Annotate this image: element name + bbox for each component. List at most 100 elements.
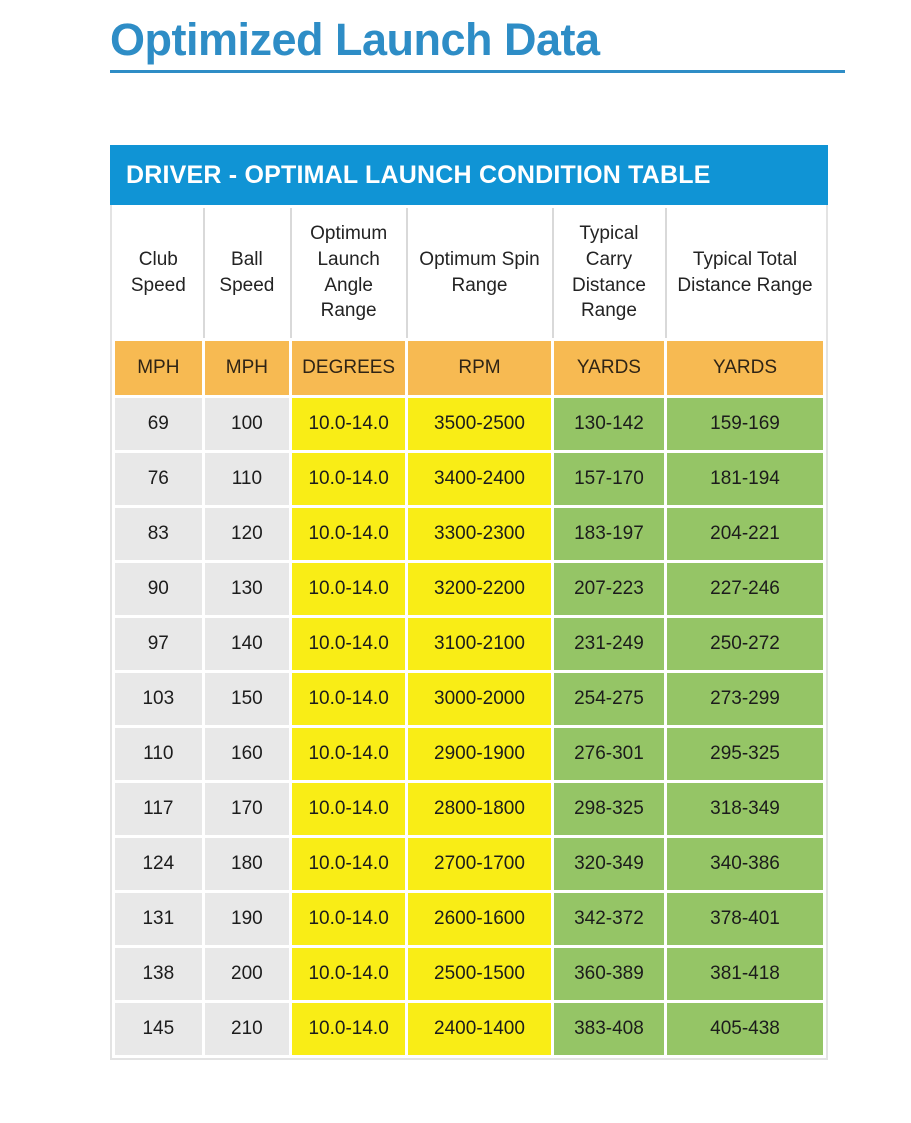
table-cell: 10.0-14.0 — [292, 1002, 406, 1055]
table-cell: 83 — [115, 507, 202, 560]
table-cell: 378-401 — [667, 892, 823, 945]
table-cell: 381-418 — [667, 947, 823, 1000]
table-body: 69 100 10.0-14.0 3500-2500 130-142 159-169 76 1… — [115, 397, 823, 1055]
column-header-club-speed: Club Speed — [115, 207, 202, 338]
table-row: 97 140 10.0-14.0 3100-2100 231-249 250-272 — [115, 617, 823, 670]
table-cell: 157-170 — [553, 452, 665, 505]
table-cell: 207-223 — [553, 562, 665, 615]
table-row: 76 110 10.0-14.0 3400-2400 157-170 181-194 — [115, 452, 823, 505]
table-cell: 204-221 — [667, 507, 823, 560]
table-cell: 2800-1800 — [408, 782, 551, 835]
table-cell: 3200-2200 — [408, 562, 551, 615]
column-header-total-distance: Typical Total Distance Range — [667, 207, 823, 338]
table-cell: 3300-2300 — [408, 507, 551, 560]
table-cell: 190 — [204, 892, 290, 945]
table-cell: 3000-2000 — [408, 672, 551, 725]
table-cell: 130 — [204, 562, 290, 615]
table-cell: 138 — [115, 947, 202, 1000]
table-row: 110 160 10.0-14.0 2900-1900 276-301 295-325 — [115, 727, 823, 780]
table-cell: 76 — [115, 452, 202, 505]
table-cell: 170 — [204, 782, 290, 835]
column-header-launch-angle: Optimum Launch Angle Range — [292, 207, 406, 338]
table-head: Club Speed Ball Speed Optimum Launch Ang… — [115, 207, 823, 395]
table-row: 69 100 10.0-14.0 3500-2500 130-142 159-169 — [115, 397, 823, 450]
table-cell: 340-386 — [667, 837, 823, 890]
column-header-ball-speed: Ball Speed — [204, 207, 290, 338]
table-cell: 10.0-14.0 — [292, 452, 406, 505]
table-cell: 10.0-14.0 — [292, 397, 406, 450]
table-cell: 360-389 — [553, 947, 665, 1000]
table-row: 103 150 10.0-14.0 3000-2000 254-275 273-299 — [115, 672, 823, 725]
unit-spin-range: RPM — [408, 340, 551, 395]
table-cell: 103 — [115, 672, 202, 725]
unit-row: MPH MPH DEGREES RPM YARDS YARDS — [115, 340, 823, 395]
table-row: 138 200 10.0-14.0 2500-1500 360-389 381-418 — [115, 947, 823, 1000]
table-cell: 254-275 — [553, 672, 665, 725]
table-cell: 2600-1600 — [408, 892, 551, 945]
table-cell: 10.0-14.0 — [292, 507, 406, 560]
table-cell: 117 — [115, 782, 202, 835]
table-cell: 2700-1700 — [408, 837, 551, 890]
table-cell: 2500-1500 — [408, 947, 551, 1000]
table-cell: 160 — [204, 727, 290, 780]
table-cell: 250-272 — [667, 617, 823, 670]
table-cell: 130-142 — [553, 397, 665, 450]
table-cell: 10.0-14.0 — [292, 617, 406, 670]
table-outline: Club Speed Ball Speed Optimum Launch Ang… — [110, 204, 828, 1060]
table-cell: 145 — [115, 1002, 202, 1055]
table-cell: 273-299 — [667, 672, 823, 725]
table-cell: 342-372 — [553, 892, 665, 945]
table-cell: 200 — [204, 947, 290, 1000]
column-header-carry-distance: Typical Carry Distance Range — [553, 207, 665, 338]
launch-data-table: DRIVER - OPTIMAL LAUNCH CONDITION TABLE … — [110, 144, 828, 1060]
table-row: 83 120 10.0-14.0 3300-2300 183-197 204-221 — [115, 507, 823, 560]
table-cell: 298-325 — [553, 782, 665, 835]
table-cell: 183-197 — [553, 507, 665, 560]
unit-carry-distance: YARDS — [553, 340, 665, 395]
unit-launch-angle: DEGREES — [292, 340, 406, 395]
table-cell: 405-438 — [667, 1002, 823, 1055]
table-cell: 2400-1400 — [408, 1002, 551, 1055]
table-row: 124 180 10.0-14.0 2700-1700 320-349 340-386 — [115, 837, 823, 890]
table-cell: 100 — [204, 397, 290, 450]
table-cell: 180 — [204, 837, 290, 890]
table-cell: 110 — [204, 452, 290, 505]
table-cell: 69 — [115, 397, 202, 450]
table-cell: 3400-2400 — [408, 452, 551, 505]
title-underline — [110, 69, 845, 73]
unit-ball-speed: MPH — [204, 340, 290, 395]
table-cell: 97 — [115, 617, 202, 670]
table-cell: 227-246 — [667, 562, 823, 615]
table-cell: 140 — [204, 617, 290, 670]
content-area: Optimized Launch Data DRIVER - OPTIMAL L… — [110, 0, 845, 1060]
table-cell: 110 — [115, 727, 202, 780]
table-cell: 318-349 — [667, 782, 823, 835]
table-row: 90 130 10.0-14.0 3200-2200 207-223 227-246 — [115, 562, 823, 615]
table-cell: 231-249 — [553, 617, 665, 670]
table-cell: 131 — [115, 892, 202, 945]
table-cell: 120 — [204, 507, 290, 560]
column-header-spin-range: Optimum Spin Range — [408, 207, 551, 338]
table-cell: 320-349 — [553, 837, 665, 890]
table-cell: 10.0-14.0 — [292, 782, 406, 835]
unit-total-distance: YARDS — [667, 340, 823, 395]
table-row: 117 170 10.0-14.0 2800-1800 298-325 318-349 — [115, 782, 823, 835]
table-cell: 10.0-14.0 — [292, 947, 406, 1000]
table-cell: 210 — [204, 1002, 290, 1055]
table-title-banner: DRIVER - OPTIMAL LAUNCH CONDITION TABLE — [110, 144, 828, 205]
page-title: Optimized Launch Data — [110, 14, 600, 65]
column-header-row: Club Speed Ball Speed Optimum Launch Ang… — [115, 207, 823, 338]
table-cell: 10.0-14.0 — [292, 837, 406, 890]
table-cell: 295-325 — [667, 727, 823, 780]
table-cell: 150 — [204, 672, 290, 725]
driver-launch-table: Club Speed Ball Speed Optimum Launch Ang… — [112, 204, 826, 1058]
table-cell: 10.0-14.0 — [292, 727, 406, 780]
table-cell: 383-408 — [553, 1002, 665, 1055]
table-cell: 181-194 — [667, 452, 823, 505]
table-cell: 3100-2100 — [408, 617, 551, 670]
table-cell: 2900-1900 — [408, 727, 551, 780]
table-cell: 10.0-14.0 — [292, 892, 406, 945]
table-cell: 10.0-14.0 — [292, 562, 406, 615]
table-cell: 3500-2500 — [408, 397, 551, 450]
